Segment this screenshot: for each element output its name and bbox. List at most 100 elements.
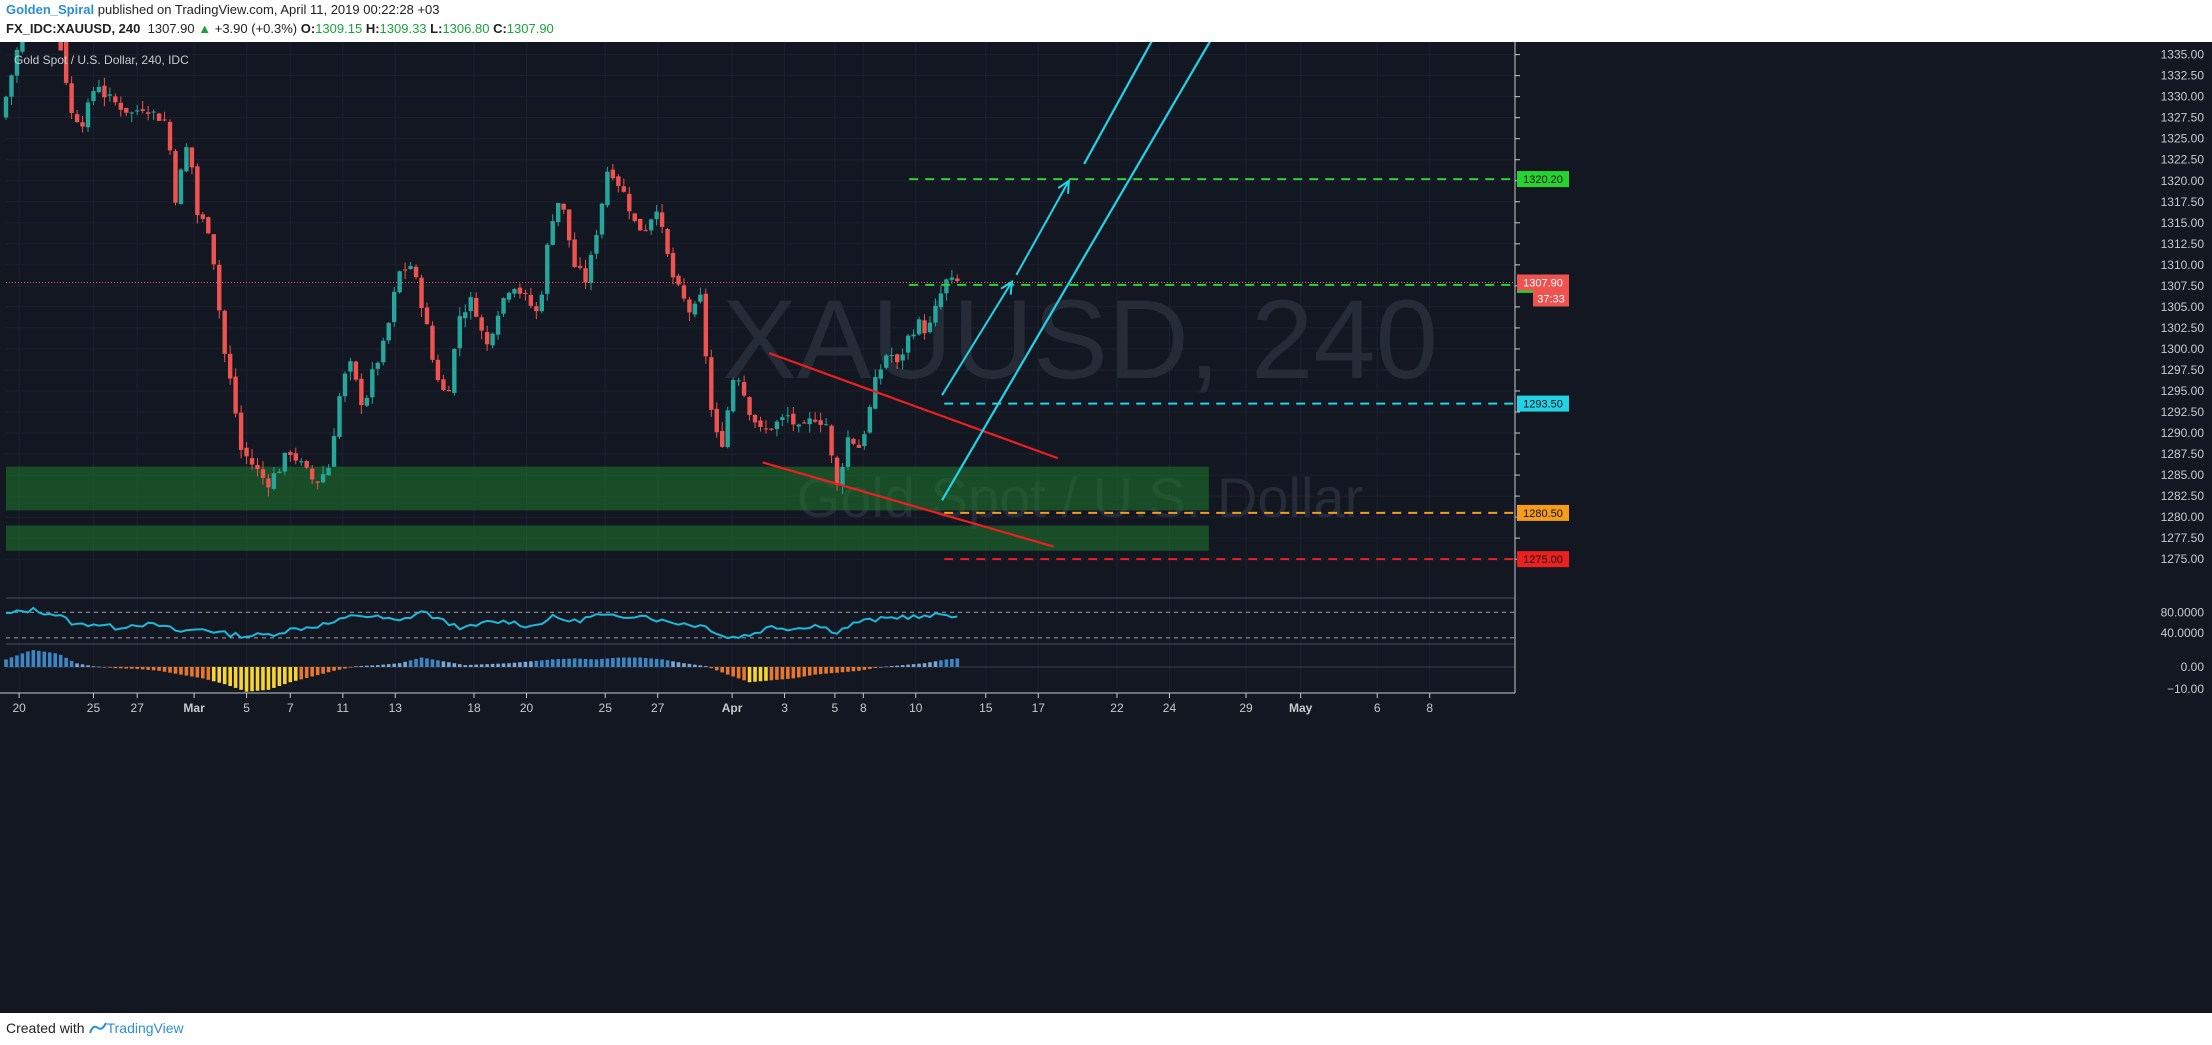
candle-body — [610, 169, 616, 179]
chart-area[interactable]: XAUUSD, 240 Gold Spot / U.S. Dollar Gold… — [0, 42, 2212, 1013]
histogram-bar — [736, 667, 741, 679]
candle-body — [178, 169, 184, 205]
candle-body — [534, 306, 539, 312]
rsi-pane — [5, 597, 1515, 640]
candle-body — [900, 354, 905, 361]
time-axis[interactable]: 20 25 27 Mar 5 7 11 13 18 20 25 27 Apr 3 5 8 10 15 17 22 24 2… — [0, 692, 1515, 715]
histogram-bar — [600, 658, 604, 667]
histogram-bar — [222, 667, 227, 685]
histogram-bar — [58, 654, 63, 667]
price-tick-label: 1320.00 — [2161, 174, 2205, 188]
histogram-bar — [162, 667, 167, 672]
candle-body — [802, 422, 807, 424]
histogram-bar — [764, 667, 768, 681]
candle-body — [353, 361, 359, 380]
price-tick-label: 1295.00 — [2161, 384, 2205, 398]
candle-body — [452, 348, 457, 393]
histogram-bar — [53, 653, 58, 667]
histogram-bar — [430, 659, 435, 667]
histogram-bar — [780, 667, 785, 680]
candle-body — [687, 299, 692, 313]
high-value: 1309.33 — [379, 21, 427, 36]
candle-body — [851, 438, 856, 444]
histogram-bar — [151, 667, 156, 671]
histogram-bar — [468, 664, 473, 667]
time-tick-label: Apr — [722, 701, 743, 715]
candle-body — [309, 468, 315, 480]
histogram-bar — [550, 659, 555, 667]
candle-body — [927, 322, 933, 333]
histogram-bar — [69, 660, 74, 667]
price-tick-label: 1322.50 — [2161, 153, 2205, 167]
candle-body — [889, 355, 894, 357]
time-tick-label: 25 — [599, 701, 613, 715]
candle-body — [539, 294, 545, 312]
close-label: C: — [493, 21, 507, 36]
histogram-bar — [725, 667, 730, 675]
tradingview-link[interactable]: TradingView — [106, 1020, 184, 1036]
candle-body — [681, 285, 687, 299]
candle-body — [566, 209, 572, 241]
histogram-bar — [846, 667, 850, 672]
candle-body — [692, 303, 698, 315]
falling-wedge-lower — [762, 461, 1054, 548]
histogram-bar — [408, 660, 413, 667]
price-tick-label: 1335.00 — [2161, 48, 2205, 62]
histogram-bar — [485, 664, 489, 667]
candle-body — [878, 369, 883, 379]
candle-body — [364, 397, 370, 406]
candle-body — [845, 437, 851, 467]
histogram-bar — [572, 658, 577, 667]
candle-body — [200, 214, 206, 219]
histogram-bar — [611, 657, 615, 667]
histogram-bar — [676, 662, 681, 667]
histogram-bar — [840, 667, 845, 673]
candle-body — [260, 469, 266, 478]
histogram-bar — [490, 663, 495, 667]
candle-body — [113, 96, 118, 103]
histogram-bar — [228, 667, 232, 686]
candle-body — [588, 254, 594, 283]
histogram-bar — [293, 667, 298, 681]
histogram-bar — [742, 667, 746, 681]
histogram-bar — [775, 667, 779, 680]
candle-body — [561, 203, 566, 210]
price-tick-label: 1312.50 — [2161, 237, 2205, 251]
histogram-bar — [250, 667, 254, 692]
candle-body — [747, 397, 752, 415]
candle-body — [80, 122, 85, 127]
projection-arrow-small — [941, 281, 1013, 396]
level-1320-line-tag — [1517, 171, 1569, 188]
histogram-bar — [518, 662, 522, 667]
histogram-bar — [496, 663, 500, 667]
price-tick-label: 1287.50 — [2161, 447, 2205, 461]
candlesticks — [3, 42, 960, 497]
histogram-bar — [80, 664, 85, 667]
histogram-bar — [917, 663, 921, 667]
candle-body — [659, 212, 665, 227]
candle-body — [484, 332, 490, 345]
candle-body — [545, 244, 550, 294]
histogram-bar — [124, 667, 129, 669]
candle-body — [714, 408, 719, 433]
histogram-bar — [75, 663, 79, 667]
histogram-bar — [310, 667, 314, 677]
histogram-bar — [786, 667, 790, 679]
histogram-bar — [654, 658, 659, 667]
price-tick-label: 1325.00 — [2161, 132, 2205, 146]
candle-body — [627, 193, 632, 212]
histogram-bar — [939, 660, 943, 667]
candle-body — [758, 420, 763, 427]
candle-body — [140, 109, 145, 111]
candle-body — [222, 310, 227, 354]
histogram-bar — [135, 667, 140, 669]
candle-body — [413, 266, 419, 278]
histogram-bar — [31, 650, 36, 667]
histogram-bar — [709, 667, 714, 669]
histogram-bar — [731, 667, 735, 677]
candle-body — [337, 396, 342, 437]
candle-body — [785, 415, 791, 417]
price-axis[interactable]: 1335.00 1332.50 1330.00 1327.50 1325.00 1322.… — [1514, 42, 2212, 1013]
author-link[interactable]: Golden_Spiral — [6, 2, 95, 17]
projection-arrow-large — [1015, 180, 1070, 276]
